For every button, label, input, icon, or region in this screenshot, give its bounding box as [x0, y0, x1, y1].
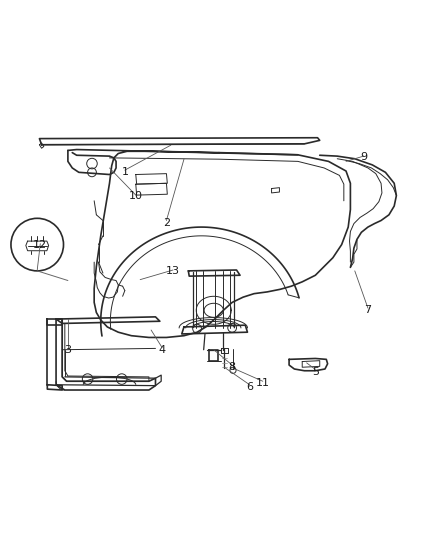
Text: 9: 9 — [360, 152, 367, 162]
Text: 10: 10 — [129, 191, 143, 201]
Text: 1: 1 — [121, 167, 128, 177]
Text: 5: 5 — [312, 367, 319, 377]
Text: 12: 12 — [33, 240, 47, 249]
Text: 13: 13 — [166, 266, 180, 276]
Text: 2: 2 — [163, 217, 170, 228]
Text: 3: 3 — [64, 345, 71, 355]
Text: 6: 6 — [246, 382, 253, 392]
Text: 7: 7 — [364, 305, 371, 316]
Text: 8: 8 — [229, 362, 236, 372]
Text: 11: 11 — [256, 377, 270, 387]
Text: 4: 4 — [159, 345, 166, 355]
